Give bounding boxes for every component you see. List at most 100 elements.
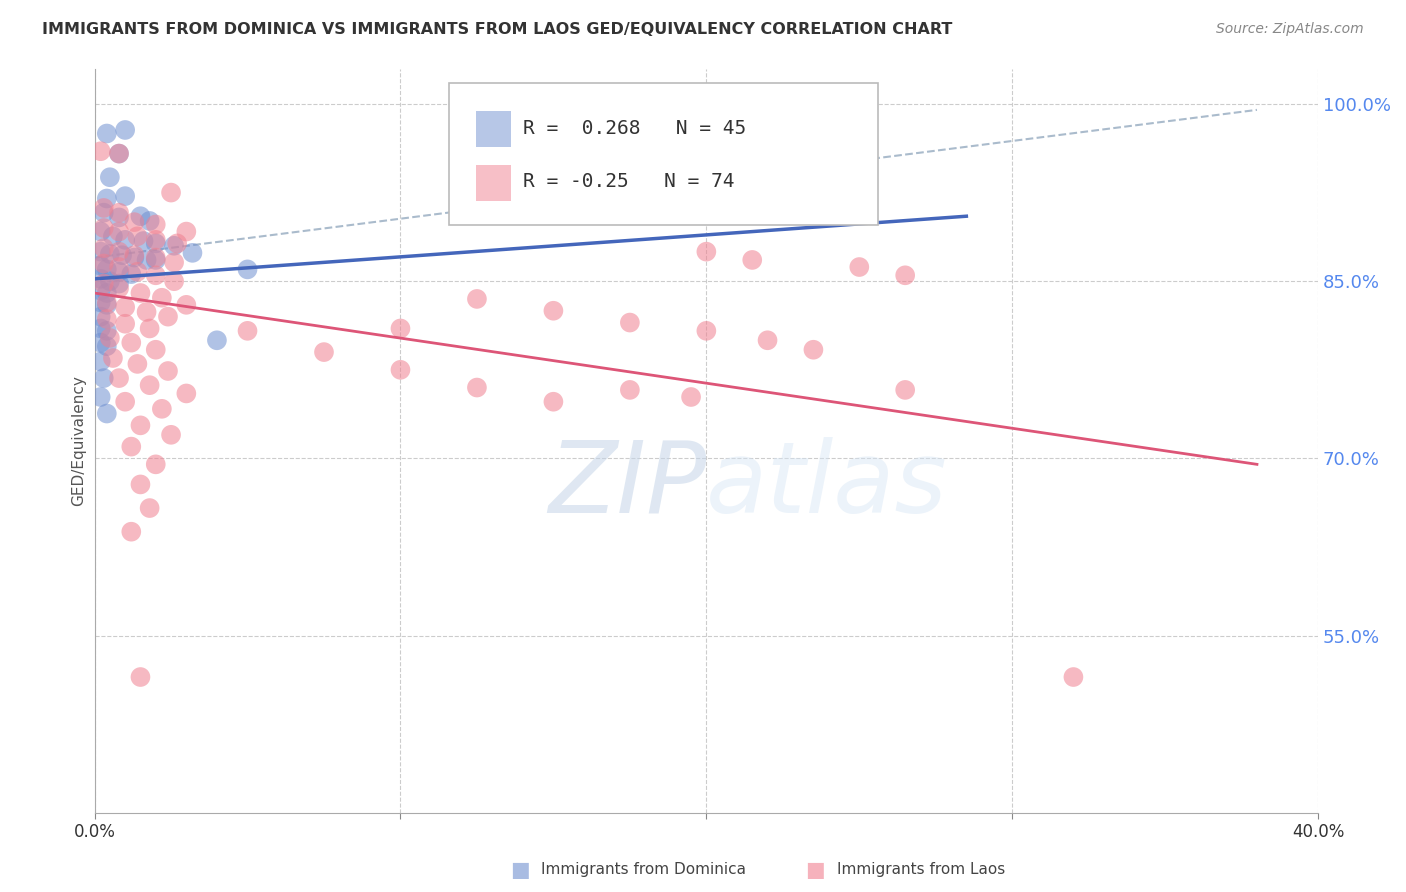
Point (90, 390, 112, 404)
FancyBboxPatch shape (477, 111, 510, 146)
Point (98, 247, 121, 261)
Text: ZIP: ZIP (548, 437, 706, 534)
Point (127, 357, 149, 371)
Point (98, 274, 121, 288)
Point (176, 225, 198, 239)
Point (90, 272, 112, 286)
Point (114, 123, 136, 137)
FancyBboxPatch shape (450, 84, 877, 225)
Point (465, 292, 488, 306)
Text: Immigrants from Dominica: Immigrants from Dominica (541, 863, 747, 877)
Point (848, 260, 870, 274)
Point (90, 284, 112, 298)
Point (114, 300, 136, 314)
Point (138, 321, 160, 335)
Point (90, 354, 112, 368)
Y-axis label: GED/Equivalency: GED/Equivalency (72, 376, 86, 506)
Text: ■: ■ (510, 860, 530, 880)
Point (120, 524, 142, 539)
Point (93, 201, 115, 215)
Text: IMMIGRANTS FROM DOMINICA VS IMMIGRANTS FROM LAOS GED/EQUIVALENCY CORRELATION CHA: IMMIGRANTS FROM DOMINICA VS IMMIGRANTS F… (42, 22, 952, 37)
Text: ■: ■ (806, 860, 825, 880)
Point (741, 252, 763, 267)
Point (156, 364, 179, 378)
Point (160, 427, 183, 442)
Point (150, 291, 173, 305)
Point (163, 239, 186, 253)
Point (108, 244, 131, 259)
Point (132, 234, 155, 248)
Point (108, 277, 131, 291)
Point (236, 324, 259, 338)
Point (135, 305, 157, 319)
Point (93, 256, 115, 270)
Point (93, 371, 115, 385)
Point (108, 225, 131, 239)
Point (681, 390, 703, 404)
Point (96, 192, 118, 206)
Point (90, 244, 112, 259)
Point (543, 394, 565, 409)
Point (176, 386, 198, 401)
Point (145, 252, 167, 267)
Point (120, 267, 142, 281)
Point (96, 339, 118, 353)
Point (160, 186, 183, 200)
Point (127, 265, 149, 279)
Point (619, 383, 641, 397)
Point (96, 312, 118, 326)
Point (108, 146, 131, 161)
Point (619, 316, 641, 330)
Point (163, 274, 186, 288)
Point (90, 259, 112, 273)
Point (96, 298, 118, 312)
Point (145, 233, 167, 247)
Point (120, 440, 142, 454)
Point (124, 248, 146, 262)
Point (181, 245, 204, 260)
Point (96, 127, 118, 141)
Point (90, 310, 112, 324)
Text: Immigrants from Laos: Immigrants from Laos (837, 863, 1005, 877)
Point (129, 285, 152, 300)
Point (90, 225, 112, 239)
Point (90, 295, 112, 310)
Point (150, 401, 173, 416)
Point (145, 218, 167, 232)
Point (163, 255, 186, 269)
Point (124, 215, 146, 229)
Point (108, 260, 131, 274)
Point (111, 248, 134, 262)
Point (127, 229, 149, 244)
Point (96, 285, 118, 300)
Point (108, 146, 131, 161)
Point (176, 298, 198, 312)
Point (96, 295, 118, 310)
Point (145, 251, 167, 265)
Text: atlas: atlas (706, 437, 948, 534)
Point (108, 281, 131, 295)
Point (166, 236, 188, 251)
Point (108, 211, 131, 225)
Point (312, 345, 335, 359)
Point (90, 145, 112, 159)
Text: R =  0.268   N = 45: R = 0.268 N = 45 (523, 119, 747, 137)
Point (114, 233, 136, 247)
Point (695, 244, 717, 259)
Point (389, 363, 412, 377)
Point (129, 670, 152, 684)
Point (101, 351, 124, 365)
Point (894, 383, 917, 397)
Point (465, 380, 488, 394)
Point (894, 268, 917, 283)
Point (96, 262, 118, 277)
Text: Source: ZipAtlas.com: Source: ZipAtlas.com (1216, 22, 1364, 37)
Point (205, 333, 228, 347)
Point (156, 310, 179, 324)
Text: R = -0.25   N = 74: R = -0.25 N = 74 (523, 172, 734, 191)
Point (90, 321, 112, 335)
Point (93, 277, 115, 291)
Point (695, 324, 717, 338)
Point (93, 205, 115, 219)
Point (90, 335, 112, 350)
